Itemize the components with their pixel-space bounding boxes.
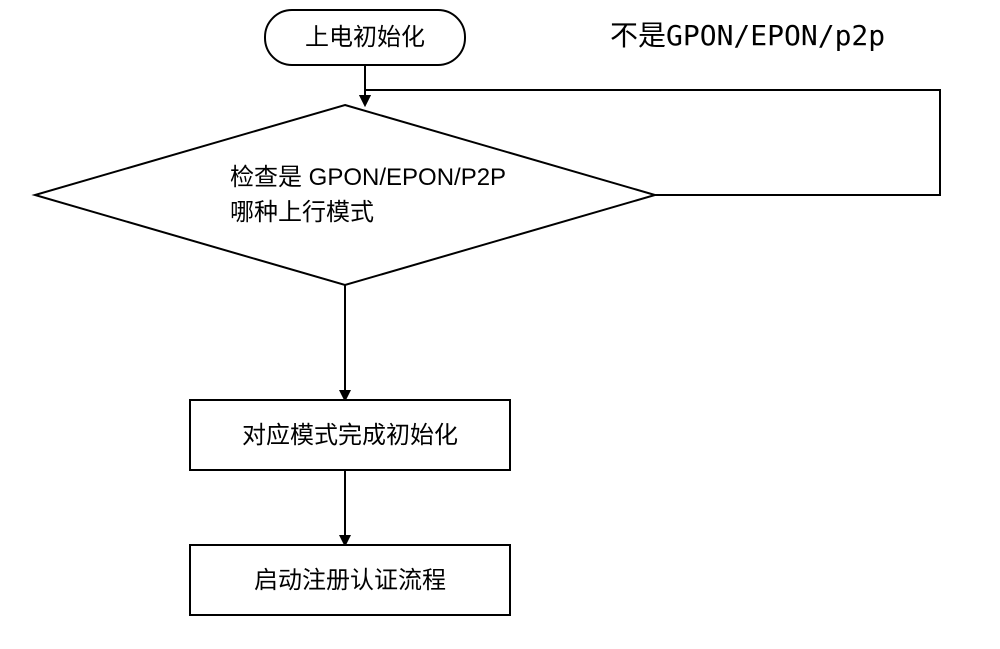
start-node: 上电初始化 bbox=[265, 10, 465, 65]
process-register-node: 启动注册认证流程 bbox=[190, 545, 510, 615]
loop-no-label: 不是GPON/EPON/p2p bbox=[610, 19, 885, 52]
decision-label-line1: 检查是 GPON/EPON/P2P bbox=[230, 164, 506, 191]
flowchart-canvas: 上电初始化 检查是 GPON/EPON/P2P 哪种上行模式 对应模式完成初始化… bbox=[0, 0, 1000, 649]
start-label: 上电初始化 bbox=[305, 24, 425, 51]
process-init-node: 对应模式完成初始化 bbox=[190, 400, 510, 470]
process-init-label: 对应模式完成初始化 bbox=[242, 422, 458, 449]
decision-label-line2: 哪种上行模式 bbox=[230, 199, 374, 226]
process-register-label: 启动注册认证流程 bbox=[254, 567, 446, 594]
decision-node: 检查是 GPON/EPON/P2P 哪种上行模式 bbox=[35, 105, 655, 285]
